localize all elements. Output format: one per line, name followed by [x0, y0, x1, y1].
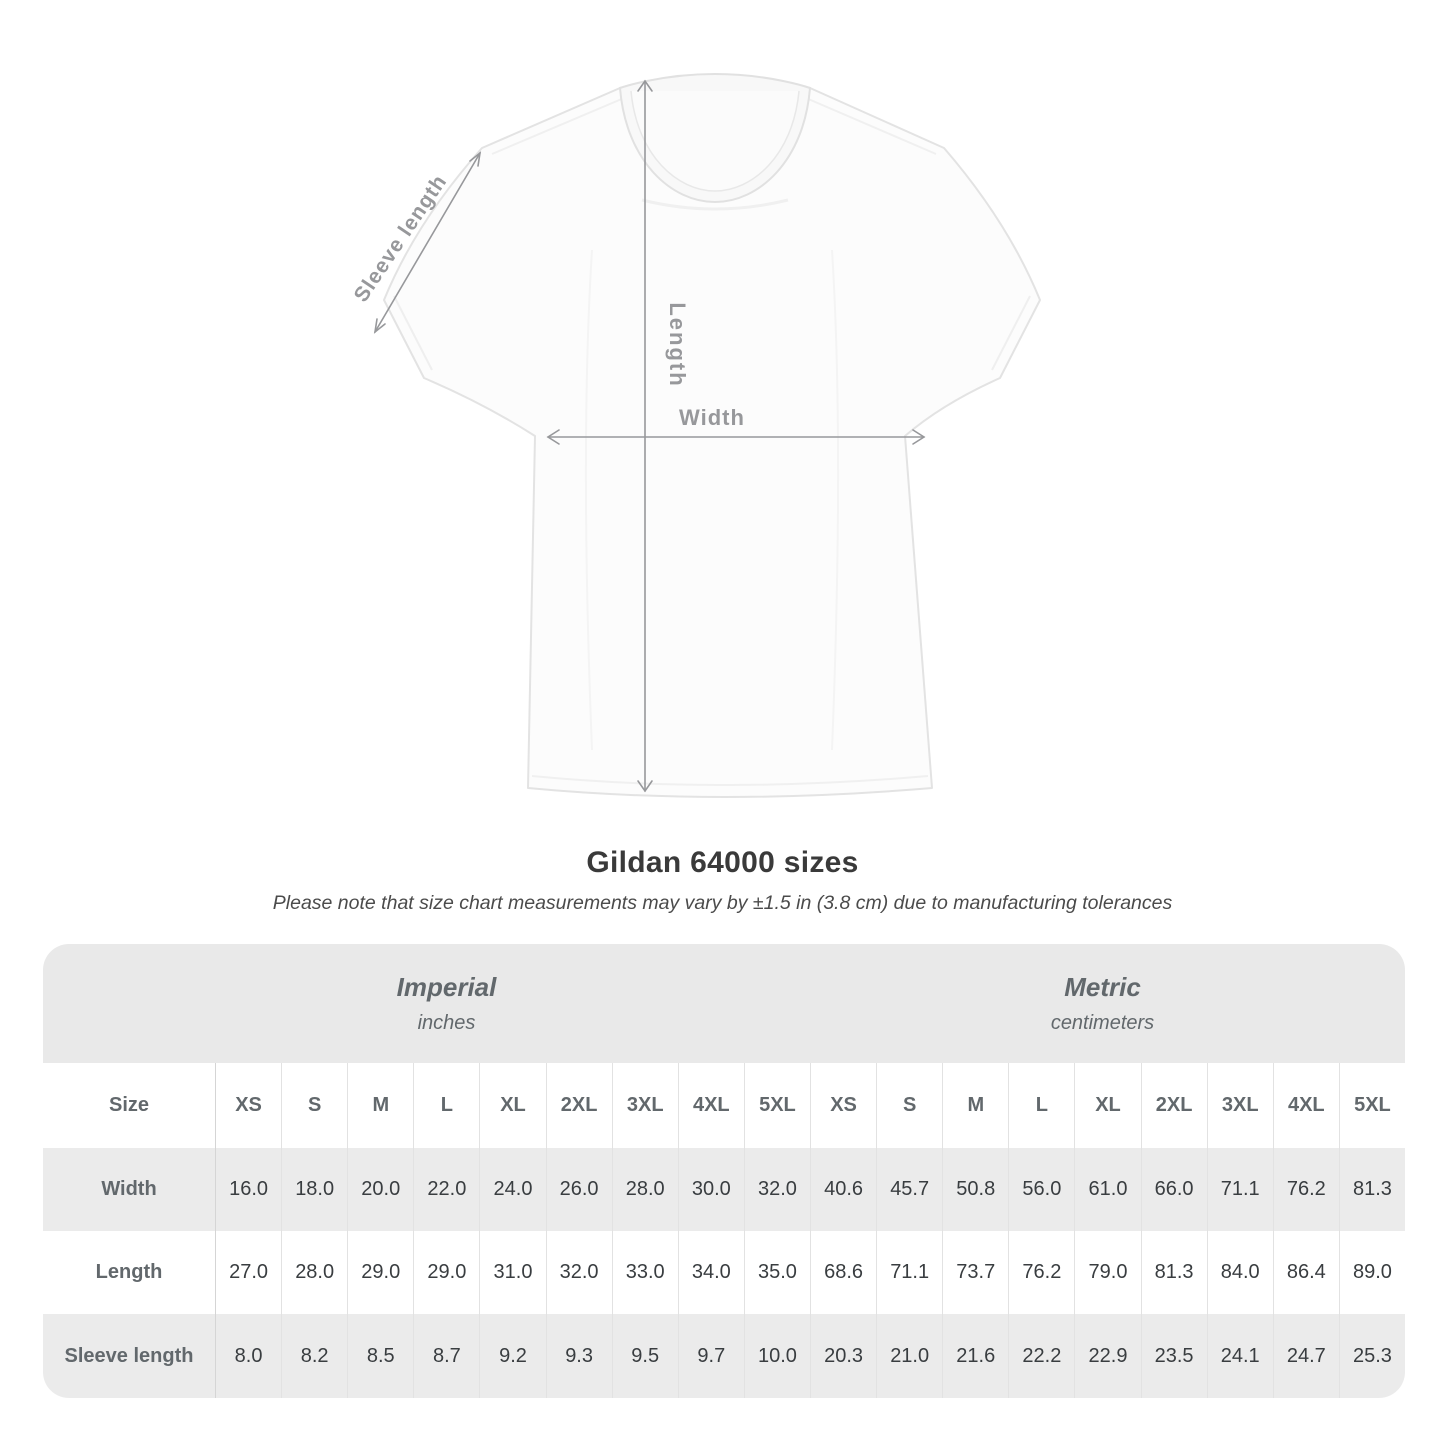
value-cell: 81.3: [1140, 1231, 1207, 1314]
value-cell: 32.0: [545, 1231, 612, 1314]
value-cell: 22.9: [1074, 1314, 1141, 1398]
value-cell: 45.7: [876, 1148, 943, 1231]
value-cell: 18.0: [281, 1148, 348, 1231]
size-header-metric-xl: XL: [1074, 1063, 1140, 1148]
size-chart-table: Imperial inches Metric centimeters Size X…: [43, 944, 1405, 1398]
size-header-metric-3xl: 3XL: [1206, 1063, 1273, 1148]
row-label: Width: [43, 1148, 215, 1231]
value-cell: 8.5: [347, 1314, 414, 1398]
value-cell: 21.0: [876, 1314, 943, 1398]
size-header-metric-l: L: [1008, 1063, 1074, 1148]
value-cell: 10.0: [743, 1314, 810, 1398]
value-cell: 56.0: [1008, 1148, 1075, 1231]
size-header-metric-xs: XS: [810, 1063, 876, 1148]
imperial-unit: inches: [417, 1012, 476, 1034]
size-header-metric-2xl: 2XL: [1140, 1063, 1207, 1148]
tshirt-graphic: [383, 72, 1041, 798]
value-cell: 30.0: [677, 1148, 744, 1231]
page-title: Gildan 64000 sizes: [586, 846, 859, 879]
value-cell: 9.7: [677, 1314, 744, 1398]
value-cell: 24.7: [1272, 1314, 1339, 1398]
size-header-imperial-l: L: [413, 1063, 479, 1148]
value-cell: 8.0: [215, 1314, 282, 1398]
value-cell: 66.0: [1140, 1148, 1207, 1231]
value-cell: 29.0: [347, 1231, 413, 1314]
value-cell: 50.8: [942, 1148, 1009, 1231]
value-cell: 73.7: [942, 1231, 1008, 1314]
length-label: Length: [665, 302, 690, 387]
unit-header-band: Imperial inches Metric centimeters: [43, 944, 1405, 1063]
value-cell: 25.3: [1338, 1314, 1405, 1398]
imperial-title: Imperial: [396, 972, 497, 1002]
size-header-imperial-xs: XS: [215, 1063, 281, 1148]
value-cell: 26.0: [545, 1148, 612, 1231]
size-header-imperial-2xl: 2XL: [545, 1063, 612, 1148]
value-cell: 68.6: [810, 1231, 876, 1314]
value-cell: 84.0: [1206, 1231, 1273, 1314]
value-cell: 34.0: [677, 1231, 744, 1314]
value-cell: 9.2: [479, 1314, 546, 1398]
size-header-metric-s: S: [876, 1063, 942, 1148]
value-cell: 81.3: [1338, 1148, 1405, 1231]
metric-section-header: Metric centimeters: [810, 944, 1405, 1063]
value-cell: 23.5: [1140, 1314, 1207, 1398]
value-cell: 76.2: [1272, 1148, 1339, 1231]
value-cell: 35.0: [743, 1231, 810, 1314]
metric-title: Metric: [1064, 972, 1141, 1002]
value-cell: 21.6: [942, 1314, 1009, 1398]
value-cell: 20.3: [810, 1314, 877, 1398]
value-cell: 16.0: [215, 1148, 282, 1231]
value-cell: 86.4: [1272, 1231, 1339, 1314]
size-header-imperial-m: M: [347, 1063, 413, 1148]
imperial-section-header: Imperial inches: [43, 944, 810, 1063]
tshirt-measurement-diagram: Sleeve length Length Width: [340, 50, 1070, 830]
size-chart-grid: Size XS S M L XL 2XL 3XL 4XL 5XL XS S M L XL 2XL 3XL 4XL 5…: [43, 1063, 1405, 1398]
value-cell: 9.3: [545, 1314, 612, 1398]
value-cell: 31.0: [479, 1231, 545, 1314]
size-header-imperial-4xl: 4XL: [677, 1063, 744, 1148]
value-cell: 28.0: [281, 1231, 347, 1314]
size-header-metric-5xl: 5XL: [1338, 1063, 1405, 1148]
sleeve-length-arrow: [373, 151, 482, 334]
width-label: Width: [679, 405, 745, 430]
value-cell: 22.2: [1008, 1314, 1075, 1398]
value-cell: 28.0: [611, 1148, 678, 1231]
value-cell: 24.1: [1206, 1314, 1273, 1398]
row-label: Sleeve length: [43, 1314, 215, 1398]
value-cell: 8.7: [413, 1314, 480, 1398]
size-header-imperial-3xl: 3XL: [611, 1063, 678, 1148]
value-cell: 32.0: [743, 1148, 810, 1231]
value-cell: 29.0: [413, 1231, 479, 1314]
tolerance-note: Please note that size chart measurements…: [272, 892, 1173, 914]
value-cell: 24.0: [479, 1148, 546, 1231]
value-cell: 79.0: [1074, 1231, 1140, 1314]
row-label: Length: [95, 1261, 163, 1283]
tshirt-diagram-svg: Sleeve length Length Width: [350, 72, 1041, 798]
size-column-header: Size: [108, 1094, 150, 1116]
value-cell: 27.0: [215, 1231, 281, 1314]
value-cell: 61.0: [1074, 1148, 1141, 1231]
size-header-imperial-s: S: [281, 1063, 347, 1148]
value-cell: 89.0: [1338, 1231, 1405, 1314]
value-cell: 76.2: [1008, 1231, 1074, 1314]
width-arrow: [546, 429, 926, 445]
size-header-imperial-xl: XL: [479, 1063, 545, 1148]
value-cell: 40.6: [810, 1148, 877, 1231]
size-header-metric-m: M: [942, 1063, 1008, 1148]
value-cell: 33.0: [611, 1231, 678, 1314]
length-arrow: [637, 79, 653, 793]
metric-unit: centimeters: [1050, 1012, 1155, 1034]
value-cell: 20.0: [347, 1148, 414, 1231]
value-cell: 8.2: [281, 1314, 348, 1398]
value-cell: 9.5: [611, 1314, 678, 1398]
value-cell: 71.1: [876, 1231, 942, 1314]
size-header-metric-4xl: 4XL: [1272, 1063, 1339, 1148]
value-cell: 71.1: [1206, 1148, 1273, 1231]
size-header-imperial-5xl: 5XL: [743, 1063, 810, 1148]
value-cell: 22.0: [413, 1148, 480, 1231]
